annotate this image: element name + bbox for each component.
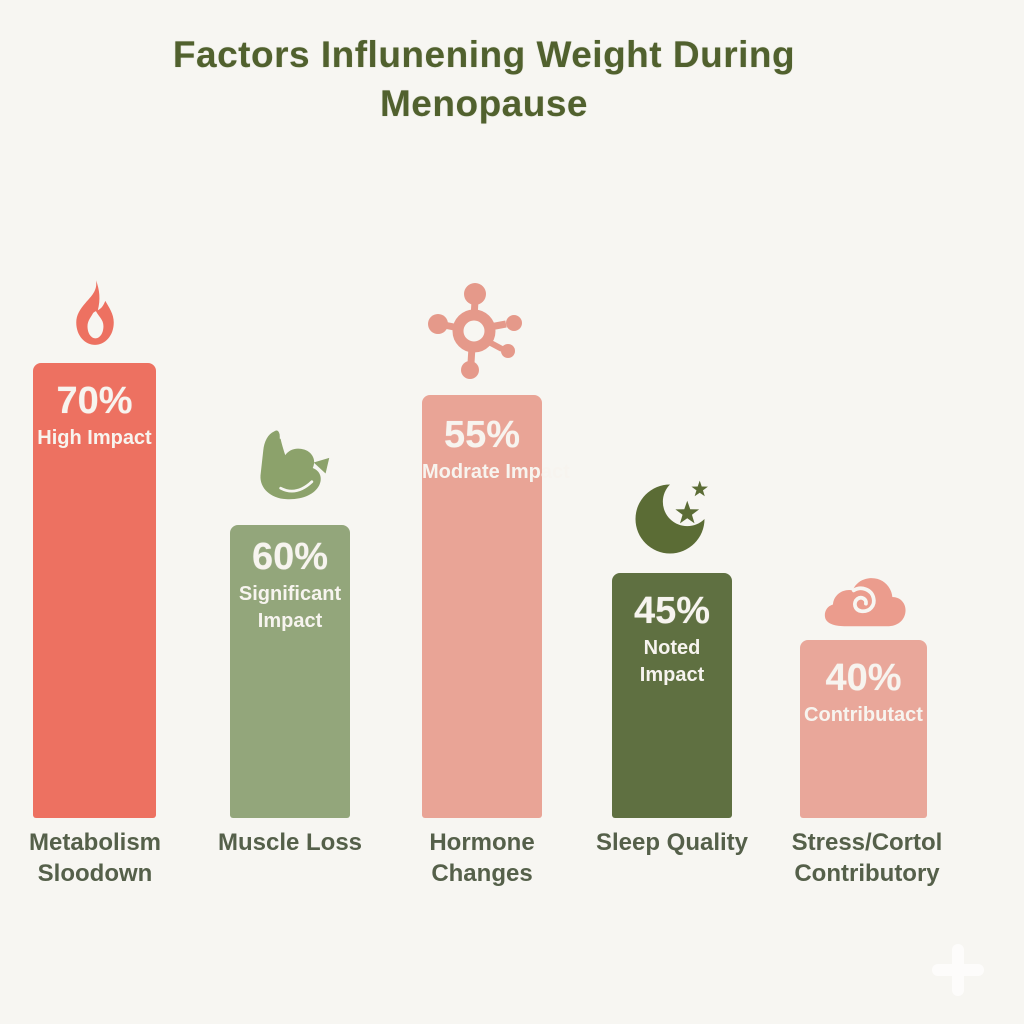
bar-hormone-changes: 55% Modrate Impact [422, 395, 570, 818]
bar-value: 70% [56, 380, 133, 422]
bar-value: 45% [633, 590, 711, 632]
bar-value: 60% [251, 536, 329, 578]
bar-impact-label: Contributact [804, 704, 923, 726]
bicep-icon [243, 424, 333, 517]
bar-value: 40% [825, 657, 902, 699]
bar-category-label: Sleep Quality [595, 829, 749, 856]
bar-impact-label: Significant Impact [238, 583, 342, 632]
bar-category-label: Stress/Cortol Contributory [791, 829, 943, 887]
cloud-icon [819, 564, 911, 635]
molecule-icon [426, 281, 526, 386]
bar-impact-label: Modrate Impact [422, 461, 570, 483]
sparkle-icon [932, 944, 984, 996]
bar-impact-label: High Impact [37, 427, 152, 449]
bar-sleep-quality: 45% Noted Impact [612, 573, 732, 818]
bar-impact-label: Noted Impact [639, 637, 705, 686]
bar-stress-cortisol: 40% Contributact [800, 640, 927, 818]
bar-category-label: Metabolism Sloodown [28, 829, 162, 887]
bar-category-label: Hormone Changes [429, 829, 535, 887]
moon-stars-icon [624, 473, 716, 570]
page-title: Factors Influnening Weight During Menopa… [172, 34, 796, 124]
bar-metabolism-slowdown: 70% High Impact [33, 363, 156, 818]
bar-muscle-loss: 60% Significant Impact [230, 525, 350, 818]
bar-value: 55% [443, 414, 521, 456]
flame-icon [65, 279, 125, 352]
bar-category-label: Muscle Loss [217, 829, 363, 856]
